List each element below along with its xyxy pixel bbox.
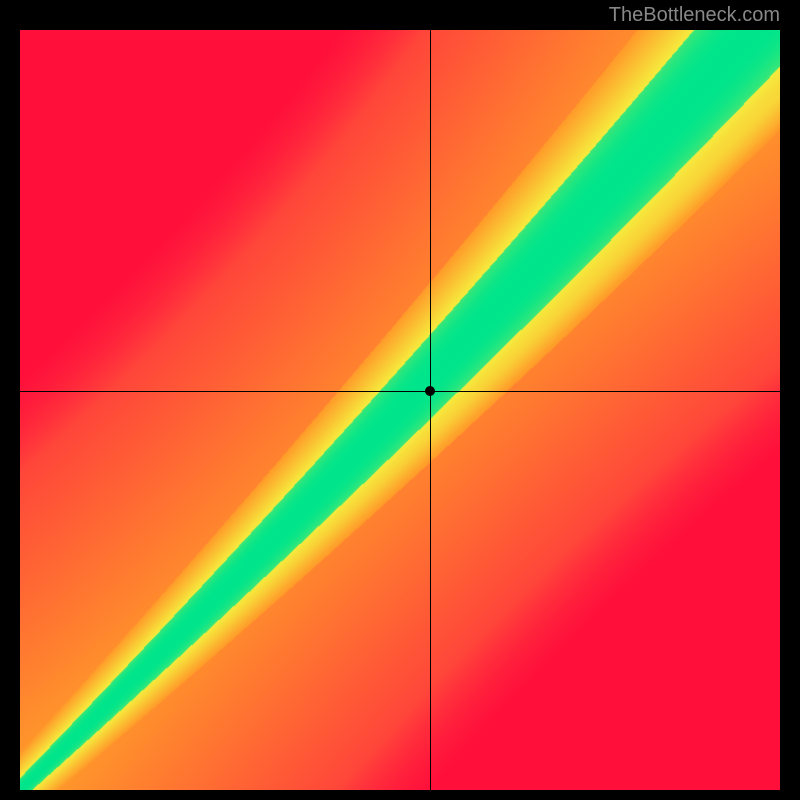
crosshair-horizontal xyxy=(20,391,780,392)
watermark-text: TheBottleneck.com xyxy=(609,4,780,27)
crosshair-marker xyxy=(425,386,435,396)
heatmap-plot xyxy=(20,30,780,790)
crosshair-vertical xyxy=(430,30,431,790)
chart-container: TheBottleneck.com xyxy=(0,0,800,800)
heatmap-canvas xyxy=(20,30,780,790)
